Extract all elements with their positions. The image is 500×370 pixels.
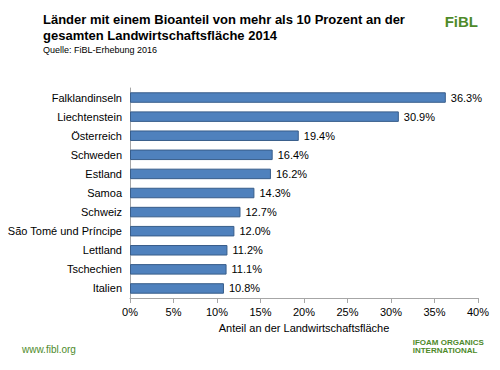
svg-text:10%: 10% <box>206 306 228 318</box>
svg-text:IFOAM ORGANICS: IFOAM ORGANICS <box>412 337 486 347</box>
svg-text:16.4%: 16.4% <box>278 149 309 161</box>
svg-text:14.3%: 14.3% <box>259 187 290 199</box>
svg-text:40%: 40% <box>467 306 489 318</box>
svg-text:Liechtenstein: Liechtenstein <box>57 111 122 123</box>
svg-text:11.1%: 11.1% <box>232 263 263 275</box>
svg-text:10.8%: 10.8% <box>229 282 260 294</box>
svg-text:Falklandinseln: Falklandinseln <box>52 92 122 104</box>
svg-text:FiBL: FiBL <box>445 13 478 30</box>
svg-text:0%: 0% <box>122 306 138 318</box>
svg-text:Lettland: Lettland <box>83 244 122 256</box>
svg-text:Österreich: Österreich <box>71 130 122 142</box>
svg-text:INTERNATIONAL: INTERNATIONAL <box>413 346 478 355</box>
svg-text:Anteil an der Landwirtschaftsf: Anteil an der Landwirtschaftsfläche <box>219 322 390 334</box>
svg-text:12.7%: 12.7% <box>245 206 276 218</box>
svg-text:30%: 30% <box>380 306 402 318</box>
svg-text:Samoa: Samoa <box>87 187 123 199</box>
svg-text:São Tomé und Príncipe: São Tomé und Príncipe <box>8 225 122 237</box>
svg-text:36.3%: 36.3% <box>451 92 482 104</box>
svg-text:Quelle: FiBL-Erhebung 2016: Quelle: FiBL-Erhebung 2016 <box>43 45 157 55</box>
svg-text:16.2%: 16.2% <box>276 168 307 180</box>
svg-text:Schweden: Schweden <box>71 149 122 161</box>
svg-text:Tschechien: Tschechien <box>67 263 122 275</box>
svg-text:www.fibl.org: www.fibl.org <box>21 344 76 355</box>
svg-text:Länder mit einem Bioanteil von: Länder mit einem Bioanteil von mehr als … <box>43 12 409 27</box>
svg-text:Schweiz: Schweiz <box>81 206 122 218</box>
svg-text:5%: 5% <box>166 306 182 318</box>
svg-text:19.4%: 19.4% <box>304 130 335 142</box>
svg-text:Italien: Italien <box>93 282 122 294</box>
svg-text:11.2%: 11.2% <box>232 244 263 256</box>
svg-text:20%: 20% <box>293 306 315 318</box>
svg-text:30.9%: 30.9% <box>404 111 435 123</box>
svg-text:15%: 15% <box>249 306 271 318</box>
svg-text:35%: 35% <box>423 306 445 318</box>
svg-text:12.0%: 12.0% <box>239 225 270 237</box>
svg-text:gesamten Landwirtschaftsfläche: gesamten Landwirtschaftsfläche 2014 <box>43 28 278 43</box>
svg-text:25%: 25% <box>336 306 358 318</box>
svg-text:Estland: Estland <box>85 168 122 180</box>
